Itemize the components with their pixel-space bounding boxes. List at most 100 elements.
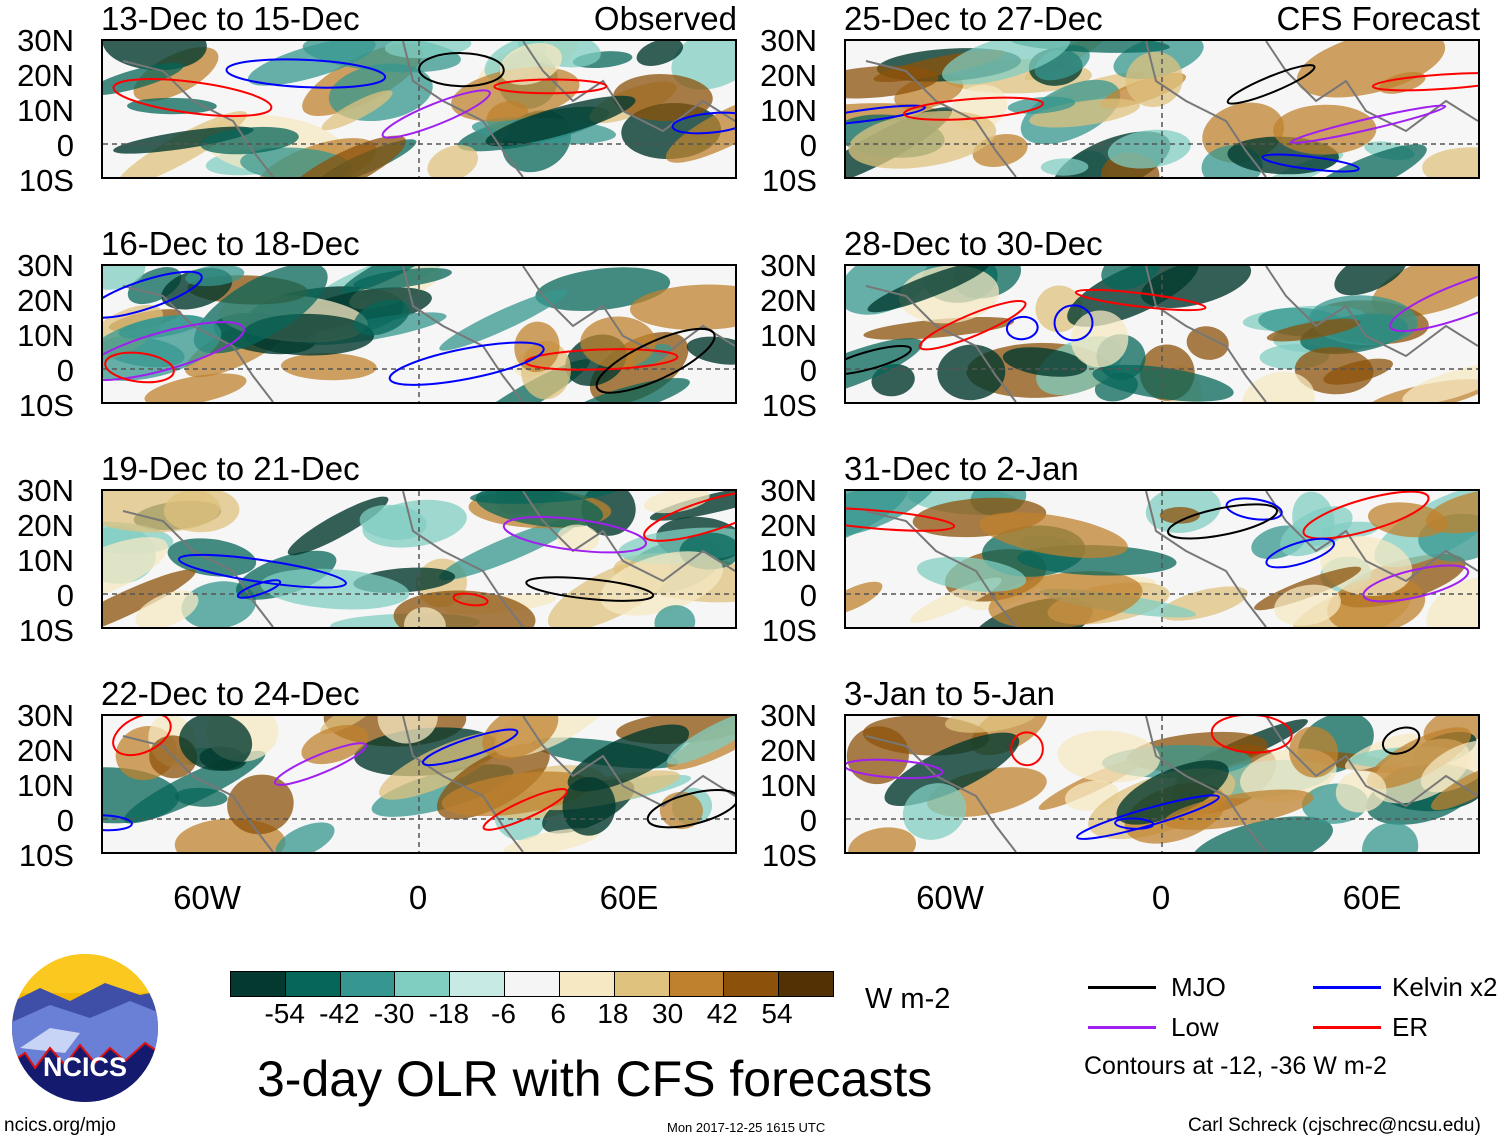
olr-anomaly-region xyxy=(379,731,507,800)
contour-line xyxy=(1166,503,1279,540)
olr-anomaly-region xyxy=(1101,266,1162,290)
contour-line xyxy=(1010,731,1044,767)
colorbar xyxy=(230,971,834,997)
contour-line xyxy=(1302,491,1430,540)
lat-label: 10N xyxy=(17,318,74,353)
legend-kelvin-line xyxy=(1313,986,1381,989)
lat-label: 30N xyxy=(760,698,817,733)
olr-map-panel xyxy=(844,489,1480,629)
olr-anomaly-region xyxy=(503,828,600,852)
contour-line xyxy=(1076,794,1220,840)
lat-label: 10S xyxy=(761,388,817,423)
olr-anomaly-region xyxy=(404,607,446,627)
contour-line xyxy=(646,789,735,829)
olr-anomaly-region xyxy=(470,491,617,504)
lat-label: 10N xyxy=(17,768,74,803)
lat-label: 10S xyxy=(18,838,74,873)
olr-anomaly-region xyxy=(613,74,713,122)
olr-anomaly-region xyxy=(884,732,1020,807)
olr-anomaly-region xyxy=(1057,730,1161,783)
olr-anomaly-region xyxy=(1402,363,1478,402)
panel-title: 13-Dec to 15-Dec xyxy=(101,0,360,37)
olr-anomaly-region xyxy=(321,90,393,131)
contour-line xyxy=(452,592,489,607)
olr-anomaly-region xyxy=(1334,266,1408,296)
colorbar-tick-label: -18 xyxy=(428,998,470,1029)
colorbar-tick-label: -30 xyxy=(373,998,415,1029)
lat-label: 20N xyxy=(17,733,74,768)
olr-anomaly-region xyxy=(649,491,735,521)
panel-title: 3-Jan to 5-Jan xyxy=(844,675,1055,712)
olr-anomaly-region xyxy=(848,827,917,852)
olr-anomaly-region xyxy=(1371,266,1478,318)
colorbar-bin xyxy=(559,972,615,996)
contour-line xyxy=(502,516,648,554)
footer-url[interactable]: ncics.org/mjo xyxy=(4,1115,116,1136)
olr-anomaly-region xyxy=(846,491,942,538)
colorbar-tick-label: -6 xyxy=(491,998,516,1029)
olr-anomaly-region xyxy=(848,110,997,169)
contour-line xyxy=(225,58,387,89)
colorbar-bin xyxy=(724,972,780,996)
legend-low-line xyxy=(1088,1026,1156,1029)
olr-anomaly-region xyxy=(1163,789,1314,830)
contour-line xyxy=(595,327,716,394)
contour-line xyxy=(1053,304,1094,342)
coastline xyxy=(122,716,735,852)
lon-label: 0 xyxy=(1151,879,1171,916)
olr-anomaly-region xyxy=(514,321,560,373)
colorbar-bin xyxy=(231,972,286,996)
contour-line xyxy=(846,104,926,126)
logo-text: NCICS xyxy=(43,1052,127,1082)
lat-label: 20N xyxy=(760,283,817,318)
contour-line xyxy=(381,89,491,139)
olr-anomaly-region xyxy=(103,491,221,533)
lat-label: 10N xyxy=(760,543,817,578)
lon-label: 60W xyxy=(916,879,984,916)
olr-anomaly-region xyxy=(988,571,1143,627)
olr-anomaly-region xyxy=(846,65,939,99)
olr-anomaly-region xyxy=(353,299,410,336)
panel-source-label: CFS Forecast xyxy=(1276,0,1480,37)
colorbar-tick-label: 18 xyxy=(597,998,629,1029)
panel-title: 28-Dec to 30-Dec xyxy=(844,225,1103,262)
olr-anomaly-region xyxy=(1431,762,1478,811)
colorbar-tick-label: 6 xyxy=(550,998,566,1029)
contour-line xyxy=(1074,288,1207,312)
olr-anomaly-region xyxy=(393,590,536,627)
contour-line xyxy=(525,576,655,602)
olr-anomaly-region xyxy=(275,822,335,852)
olr-anomaly-region xyxy=(1426,577,1478,627)
panel-title: 22-Dec to 24-Dec xyxy=(101,675,360,712)
contour-line xyxy=(112,78,273,118)
olr-anomaly-region xyxy=(562,777,616,836)
lat-label: 0 xyxy=(56,803,74,838)
colorbar-tick-label: 54 xyxy=(761,998,793,1029)
coastline xyxy=(122,491,735,627)
olr-anomaly-region xyxy=(629,284,735,331)
contour-line xyxy=(1289,104,1447,144)
legend-mjo-label: MJO xyxy=(1171,972,1226,1002)
contour-line xyxy=(643,491,735,542)
panel-title: 25-Dec to 27-Dec xyxy=(844,0,1103,37)
panel-title: 19-Dec to 21-Dec xyxy=(101,450,360,487)
coastline xyxy=(865,491,1478,627)
coastline xyxy=(122,266,735,402)
contour-line xyxy=(1371,72,1478,92)
lat-label: 30N xyxy=(17,23,74,58)
olr-anomaly-region xyxy=(979,512,1128,559)
olr-anomaly-region xyxy=(1294,347,1374,395)
olr-anomaly-region xyxy=(103,41,207,71)
contour-line xyxy=(112,716,172,757)
lon-label: 60E xyxy=(599,879,659,916)
colorbar-bin xyxy=(669,972,725,996)
colorbar-bin xyxy=(779,972,833,996)
olr-anomaly-region xyxy=(1029,98,1141,128)
olr-anomaly-region xyxy=(636,41,684,66)
olr-anomaly-region xyxy=(1296,41,1446,98)
olr-anomaly-region xyxy=(144,373,247,402)
olr-anomaly-region xyxy=(567,724,690,792)
olr-anomaly-region xyxy=(1107,129,1191,169)
panel-title: 16-Dec to 18-Dec xyxy=(101,225,360,262)
contour-line xyxy=(846,344,912,376)
